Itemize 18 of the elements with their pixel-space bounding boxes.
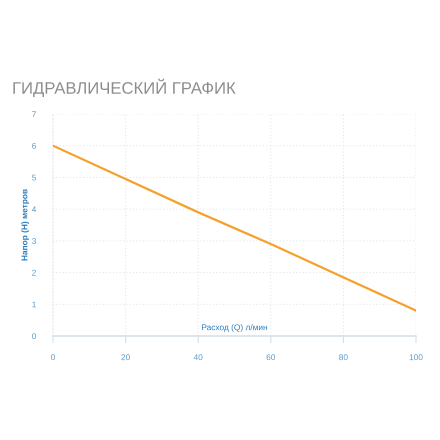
x-tick-label: 60	[266, 354, 276, 360]
x-axis-title: Расход (Q) л/мин	[202, 324, 268, 332]
x-tick-label: 20	[121, 354, 130, 360]
x-tick-label: 0	[51, 354, 55, 360]
y-axis-title: Напор (H) метров	[21, 189, 30, 261]
y-tick-label: 6	[32, 142, 36, 149]
y-tick-label: 4	[32, 206, 36, 212]
y-tick-label: 5	[32, 174, 36, 181]
y-tick-label: 7	[32, 111, 36, 118]
x-tick-label: 100	[410, 354, 423, 360]
chart-title: ГИДРАВЛИЧЕСКИЙ ГРАФИК	[13, 78, 236, 98]
y-tick-label: 1	[32, 302, 36, 308]
y-tick-label: 2	[32, 270, 36, 276]
y-tick-label: 0	[32, 333, 36, 340]
x-tick-label: 80	[339, 354, 348, 360]
y-tick-label: 3	[32, 238, 36, 244]
x-tick-label: 40	[194, 354, 203, 360]
line-series	[53, 144, 416, 312]
